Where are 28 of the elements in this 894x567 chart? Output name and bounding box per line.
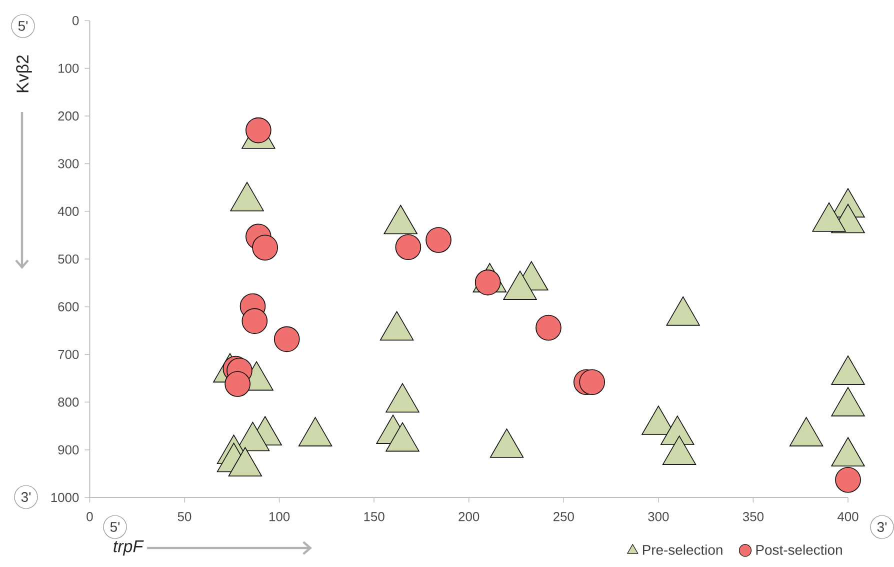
y-tick-label: 800 bbox=[58, 398, 79, 407]
x-tick-label: 50 bbox=[178, 512, 192, 522]
y-tick-label: 100 bbox=[58, 64, 79, 73]
y-tick-label: 0 bbox=[72, 16, 79, 26]
x-tick-label: 400 bbox=[838, 512, 858, 522]
text: 3' bbox=[877, 522, 887, 532]
y-tick-label: 200 bbox=[58, 111, 79, 121]
text: 5' bbox=[18, 21, 28, 31]
y-tick-label: 500 bbox=[58, 254, 79, 264]
x-tick-label: 150 bbox=[364, 512, 384, 522]
text: 5' bbox=[110, 522, 120, 532]
x-tick-label: 350 bbox=[742, 512, 764, 522]
legend-label: Post-selection bbox=[756, 544, 842, 555]
text: 3' bbox=[21, 492, 31, 502]
x-tick-label: 250 bbox=[553, 512, 574, 522]
x-axis-title: trpF bbox=[114, 540, 144, 556]
y-tick-label: 600 bbox=[58, 302, 79, 312]
y-axis-title: Kvβ2 bbox=[16, 55, 32, 92]
y-tick-label: 1000 bbox=[51, 492, 79, 502]
x-tick-label: 0 bbox=[86, 512, 93, 522]
y-tick-label: 300 bbox=[58, 159, 79, 168]
legend-label: Pre-selection bbox=[642, 544, 722, 555]
y-tick-label: 400 bbox=[58, 206, 79, 216]
y-tick-label: 700 bbox=[58, 350, 79, 360]
x-tick-label: 100 bbox=[269, 512, 290, 522]
y-tick-label: 900 bbox=[58, 445, 79, 454]
x-tick-label: 200 bbox=[458, 512, 480, 522]
x-tick-label: 300 bbox=[648, 512, 669, 522]
